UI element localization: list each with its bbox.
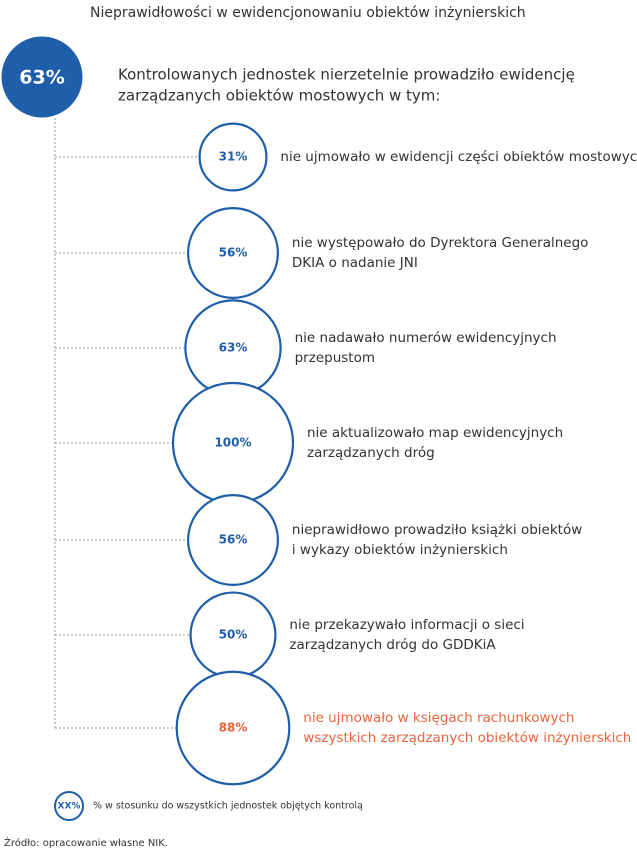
value-label: 100% [214, 436, 251, 450]
category-label: wszystkich zarządzanych obiektów inżynie… [303, 730, 631, 746]
value-label: 56% [219, 246, 248, 260]
category-label: nie ujmowało w ewidencji części obiektów… [280, 149, 637, 165]
chart-title: Nieprawidłowości w ewidencjonowaniu obie… [90, 5, 526, 21]
summary-bubble [1, 36, 83, 118]
summary-text: Kontrolowanych jednostek nierzetelnie pr… [118, 66, 575, 84]
legend-symbol-label: XX% [58, 802, 81, 812]
bubble [187, 494, 279, 586]
source: Źródło: opracowanie własne NIK. [4, 836, 168, 849]
legend-symbol [54, 791, 84, 821]
category-label: nie nadawało numerów ewidencyjnych [295, 330, 557, 346]
summary-label: 63% [19, 67, 64, 89]
category-label: nie aktualizowało map ewidencyjnych [307, 425, 563, 441]
category-label: przepustom [295, 350, 375, 366]
value-label: 88% [219, 721, 248, 735]
category-label: nieprawidłowo prowadziło książki obiektó… [292, 522, 582, 538]
category-label: nie występowało do Dyrektora Generalnego [292, 235, 589, 251]
bubble [175, 670, 291, 786]
legend-text: % w stosunku do wszystkich jednostek obj… [93, 801, 363, 812]
category-label: DKIA o nadanie JNI [292, 255, 418, 271]
value-label: 50% [219, 628, 248, 642]
bubble [198, 122, 268, 192]
category-label: i wykazy obiektów inżynierskich [292, 542, 508, 558]
value-label: 63% [219, 341, 248, 355]
value-label: 56% [219, 533, 248, 547]
bubble [187, 207, 279, 299]
value-label: 31% [219, 150, 248, 164]
category-label: zarządzanych dróg [307, 445, 435, 461]
category-label: zarządzanych dróg do GDDKiA [289, 637, 496, 653]
category-label: nie ujmowało w księgach rachunkowych [303, 710, 574, 726]
summary-text: zarządzanych obiektów mostowych w tym: [118, 87, 440, 105]
category-label: nie przekazywało informacji o sieci [289, 617, 524, 633]
